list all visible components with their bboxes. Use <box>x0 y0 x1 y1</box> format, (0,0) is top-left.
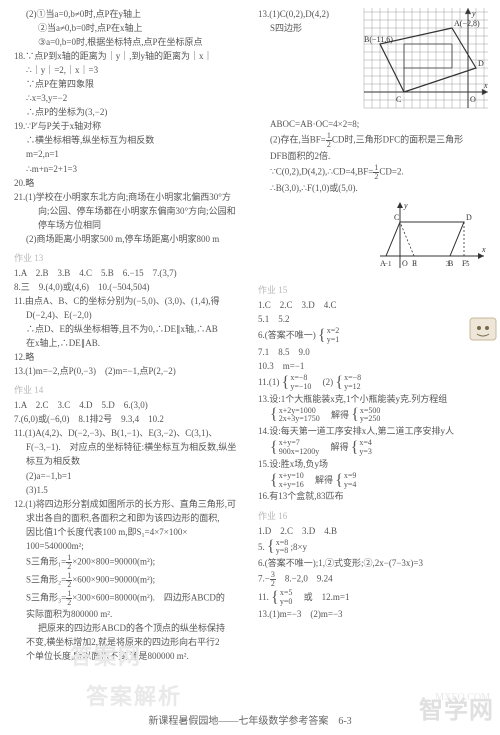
text: 不变,横坐标增加2,就是将原来的四边形向右平行2 <box>14 636 246 649</box>
hw16-label: 作业 16 <box>258 510 490 523</box>
svg-text:B(−11,6): B(−11,6) <box>364 35 393 44</box>
text: 15.设:胜x场,负y场 <box>258 458 490 471</box>
svg-text:O: O <box>402 259 408 268</box>
text: 8.三 9.(4,0)或(4,6) 10.(−504,504) <box>14 281 246 294</box>
svg-text:O: O <box>470 95 476 104</box>
grid-graph-1: A(−2,8) B(−11,6) C D O x y <box>360 8 490 114</box>
svg-text:x: x <box>483 81 488 90</box>
text: S三角形₃=12×300×600=80000(m²). 四边形ABCD的 <box>14 590 246 607</box>
text: 标互为相反数 <box>14 455 246 468</box>
text: {x+y=10x+y=16 解得 {x=9y=4 <box>258 472 490 490</box>
svg-text:D: D <box>466 213 472 222</box>
svg-text:x: x <box>481 245 486 254</box>
text: ∴点D、E的纵坐标相等,且不为0,∴DE∥x轴,∴AB <box>14 323 246 336</box>
svg-text:−1: −1 <box>384 260 392 268</box>
text: 21.(1)学校在小明家东北方向;商场在小明家北偏西30°方 <box>14 191 246 204</box>
svg-text:5: 5 <box>466 260 470 268</box>
text: 5. {x=8y=8 ;8×y <box>258 539 490 557</box>
text: 7.1 8.5 9.0 <box>258 346 490 359</box>
text: 在x轴上,∴DE∥AB. <box>14 337 246 350</box>
text: ∵C(0,2),D(4,2),∴CD=4,BF=12CD=2. <box>258 164 490 181</box>
text: (2)商场距离小明家500 m,停车场距离小明家800 m <box>14 233 246 246</box>
text: 把原来的四边形ABCD的各个顶点的纵坐标保持 <box>14 622 246 635</box>
text: ③a=0,b=0时,根据坐标特点,点P在坐标原点 <box>14 36 246 49</box>
svg-text:C: C <box>394 213 399 222</box>
text: 5.1 5.2 <box>258 313 490 326</box>
text: 13.(1)m=−3 (2)m=−3 <box>258 608 490 621</box>
text: ∴｜y｜=2,｜x｜=3 <box>14 64 246 77</box>
text: 14.设:每天第一道工序安排x人,第二道工序安排y人 <box>258 425 490 438</box>
text: 12.略 <box>14 351 246 364</box>
text: 19.∵P'与P关于x轴对称 <box>14 120 246 133</box>
text: F(−3,−1). 对应点的坐标特征:横坐标互为相反数,纵坐 <box>14 441 246 454</box>
text: m=2,n=1 <box>14 148 246 161</box>
text: 12.(1)将四边形分割成如图所示的长方形、直角三角形,可 <box>14 498 246 511</box>
text: ②当a≠0,b=0时,点P在x轴上 <box>14 22 246 35</box>
text: 18.∵点P到x轴的距离为｜y｜,到y轴的距离为｜x｜ <box>14 50 246 63</box>
hw14-label: 作业 14 <box>14 384 246 397</box>
text: 20.略 <box>14 177 246 190</box>
text: 1.A 2.C 3.C 4.D 5.D 6.(3,0) <box>14 399 246 412</box>
text: (3)1.5 <box>14 484 246 497</box>
text: (2)a=−1,b=1 <box>14 470 246 483</box>
svg-text:1: 1 <box>414 260 418 268</box>
text: ∴m+n=2+1=3 <box>14 163 246 176</box>
page-footer: 新课程暑假园地——七年级数学参考答案 6-3 <box>0 715 500 730</box>
text: 个单位长度,所以面积不变,还是800000 m². <box>14 650 246 663</box>
text: 11.(1) {x=−8y=−10 (2) {x=−8y=12 <box>258 374 490 392</box>
text: ∵点P在第四象限 <box>14 78 246 91</box>
text: 1.D 2.C 3.D 4.B <box>258 525 490 538</box>
text: 向;公园、停车场都在小明家东偏南30°方向;公园和 <box>14 205 246 218</box>
text: 1.A 2.B 3.B 4.C 5.B 6.−15 7.(3,7) <box>14 267 246 280</box>
right-column: A(−2,8) B(−11,6) C D O x y 13.(1)C(0,2),… <box>254 8 490 664</box>
text: 因比值1个长度代表100 m,即S₁=4×7×100× <box>14 526 246 539</box>
text: ∴点P的坐标为(3,−2) <box>14 106 246 119</box>
watermark: 答案解析 <box>86 681 182 713</box>
text: 11.由点A、B、C的坐标分别为(−5,0)、(3,0)、(1,4),得 <box>14 295 246 308</box>
svg-text:A(−2,8): A(−2,8) <box>454 19 480 28</box>
text: 6.(答案不唯一);1,②式变形;②,2x−(7−3x)=3 <box>258 557 490 570</box>
svg-text:3: 3 <box>446 260 450 268</box>
text: (2)存在,当BF=12CD时,三角形DFC的面积是三角形 <box>258 132 490 149</box>
text: (2)①当a=0,b≠0时,点P在y轴上 <box>14 8 246 21</box>
hw13-label: 作业 13 <box>14 252 246 265</box>
text: 13.(1)m=−2,点P(0,−3) (2)m=−1,点P(2,−2) <box>14 365 246 378</box>
hw15-label: 作业 15 <box>258 284 490 297</box>
svg-text:D: D <box>478 59 484 68</box>
text: 6.(答案不唯一) {x=2y=1 <box>258 327 490 345</box>
text: 求出各自的面积,各面积之和即为该四边形的面积, <box>14 512 246 525</box>
text: 16.有13个盒就,83匹布 <box>258 490 490 503</box>
text: {x+y=7900x=1200y 解得 {x=4y=3 <box>258 439 490 457</box>
text: 11. {x=5y=0 或 12.m=1 <box>258 589 490 607</box>
text: ∴B(3,0),∴F(1,0)或(5,0). <box>258 182 490 195</box>
grid-graph-2: C D A B F F' O x y −1 1 3 5 <box>370 198 490 274</box>
text: 7.−32 8.−2,0 9.24 <box>258 571 490 588</box>
text: 停车场方位相同 <box>14 219 246 232</box>
svg-text:y: y <box>471 9 476 18</box>
left-column: (2)①当a=0,b≠0时,点P在y轴上 ②当a≠0,b=0时,点P在x轴上 ③… <box>14 8 254 664</box>
text: S三角形₁=12×200×800=90000(m²); <box>14 554 246 571</box>
text: 11.(1)A(4,2)、D(−2,−3)、B(1,−1)、E(3,−2)、C(… <box>14 427 246 440</box>
text: D(−2,4)、E(−2,0) <box>14 309 246 322</box>
decorative-sticker-icon <box>468 316 498 342</box>
svg-text:y: y <box>403 201 408 210</box>
text: ∴横坐标相等,纵坐标互为相反数 <box>14 134 246 147</box>
text: {x+2y=10002x+3y=1750 解得 {x=500y=250 <box>258 407 490 425</box>
svg-text:C: C <box>396 95 401 104</box>
text: 7.(6,0)或(−6,0) 8.1排2号 9.3,4 10.2 <box>14 413 246 426</box>
text: 10.3 m=−1 <box>258 360 490 373</box>
text: 实际面积为800000 m². <box>14 608 246 621</box>
text: ∴x=3,y=−2 <box>14 92 246 105</box>
text: 13.设:1个大瓶能装x克,1个小瓶能装y克.列方程组 <box>258 393 490 406</box>
text: 100=540000m²; <box>14 540 246 553</box>
text: DFB面积的2倍. <box>258 150 490 163</box>
text: 1.C 2.C 3.D 4.C <box>258 299 490 312</box>
text: S三角形₂=12×600×900=90000(m²); <box>14 572 246 589</box>
watermark: MXEQ.COM <box>435 691 490 706</box>
